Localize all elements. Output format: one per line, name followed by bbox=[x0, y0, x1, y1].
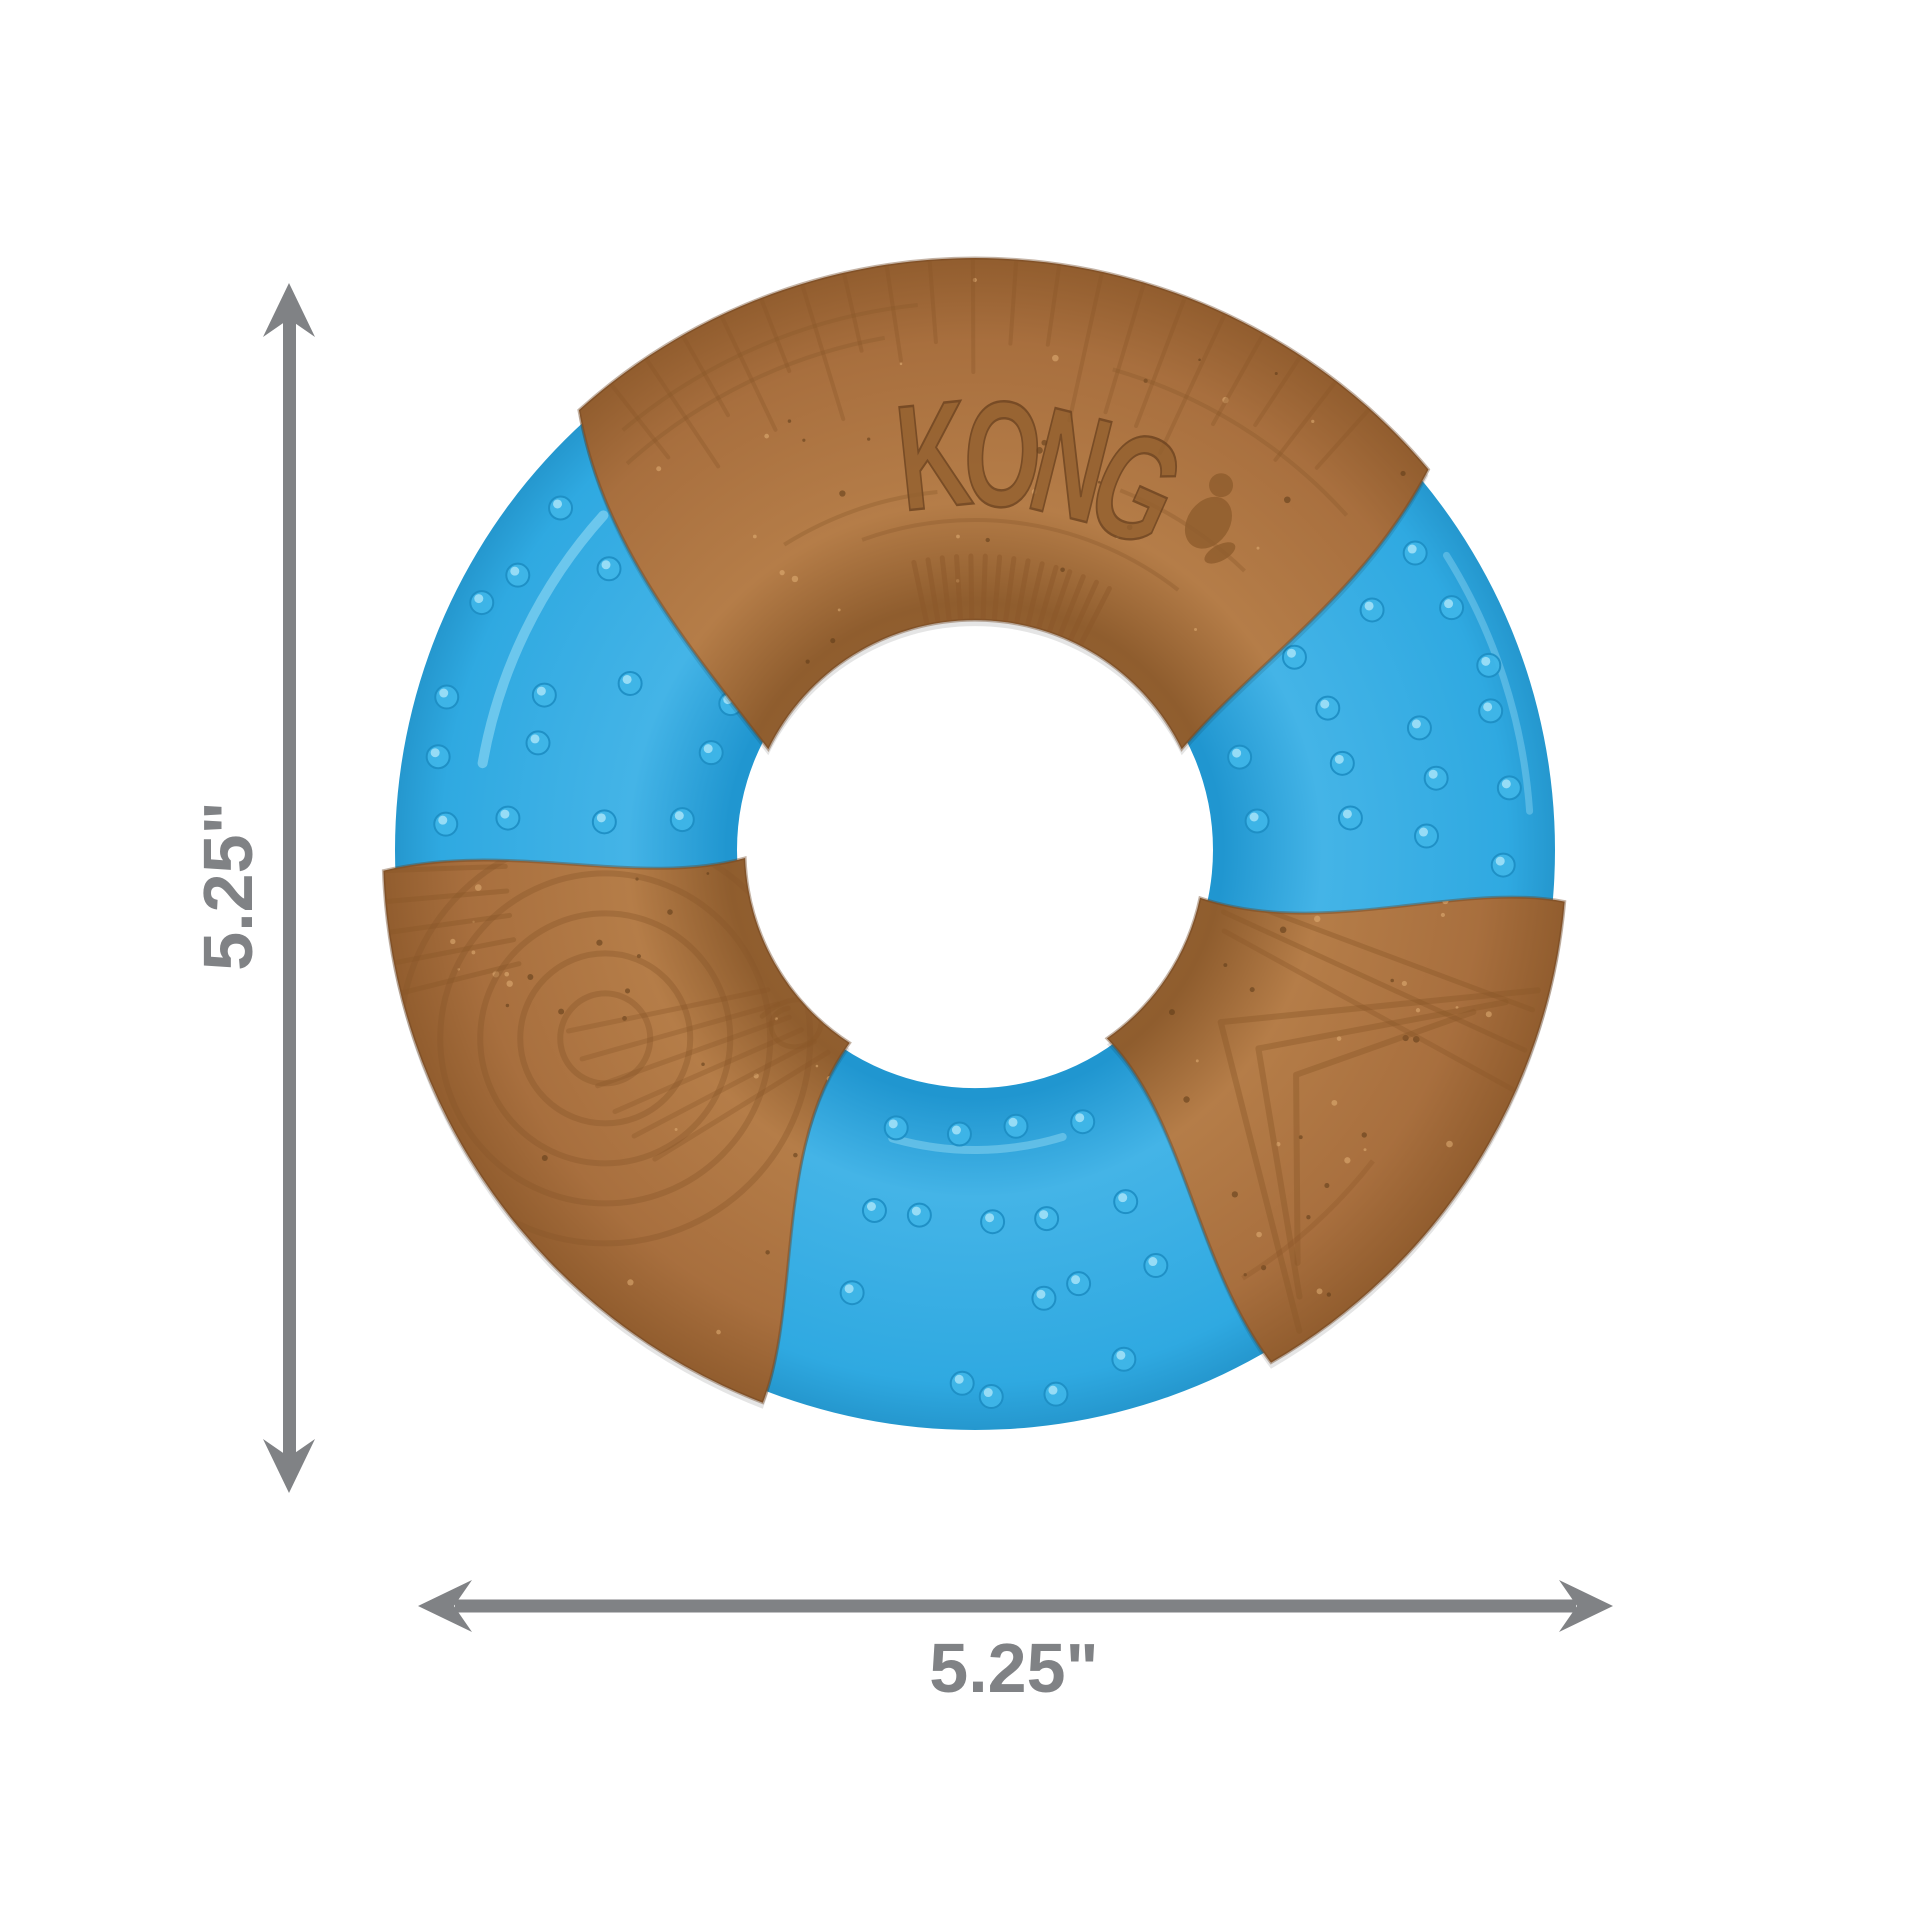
gorilla-silhouette-icon bbox=[1184, 473, 1236, 564]
arrowhead-left-icon bbox=[418, 1580, 472, 1632]
height-dimension-arrow bbox=[263, 283, 315, 1493]
vertical-dimension-line bbox=[283, 318, 296, 1458]
bamboo-segment-right bbox=[1104, 895, 1567, 1369]
bamboo-segment-top bbox=[577, 256, 1431, 756]
height-dimension-label: 5.25" bbox=[189, 801, 267, 970]
arrowhead-right-icon bbox=[1559, 1580, 1613, 1632]
rubber-bumps bbox=[425, 495, 1522, 1410]
svg-text:O: O bbox=[958, 368, 1047, 541]
horizontal-dimension-line bbox=[455, 1599, 1576, 1613]
width-dimension-arrow bbox=[418, 1580, 1613, 1632]
bamboo-segment-left bbox=[381, 856, 852, 1409]
arrowhead-up-icon bbox=[263, 283, 315, 337]
width-dimension-label: 5.25" bbox=[929, 1629, 1098, 1707]
arrowhead-down-icon bbox=[263, 1439, 315, 1493]
